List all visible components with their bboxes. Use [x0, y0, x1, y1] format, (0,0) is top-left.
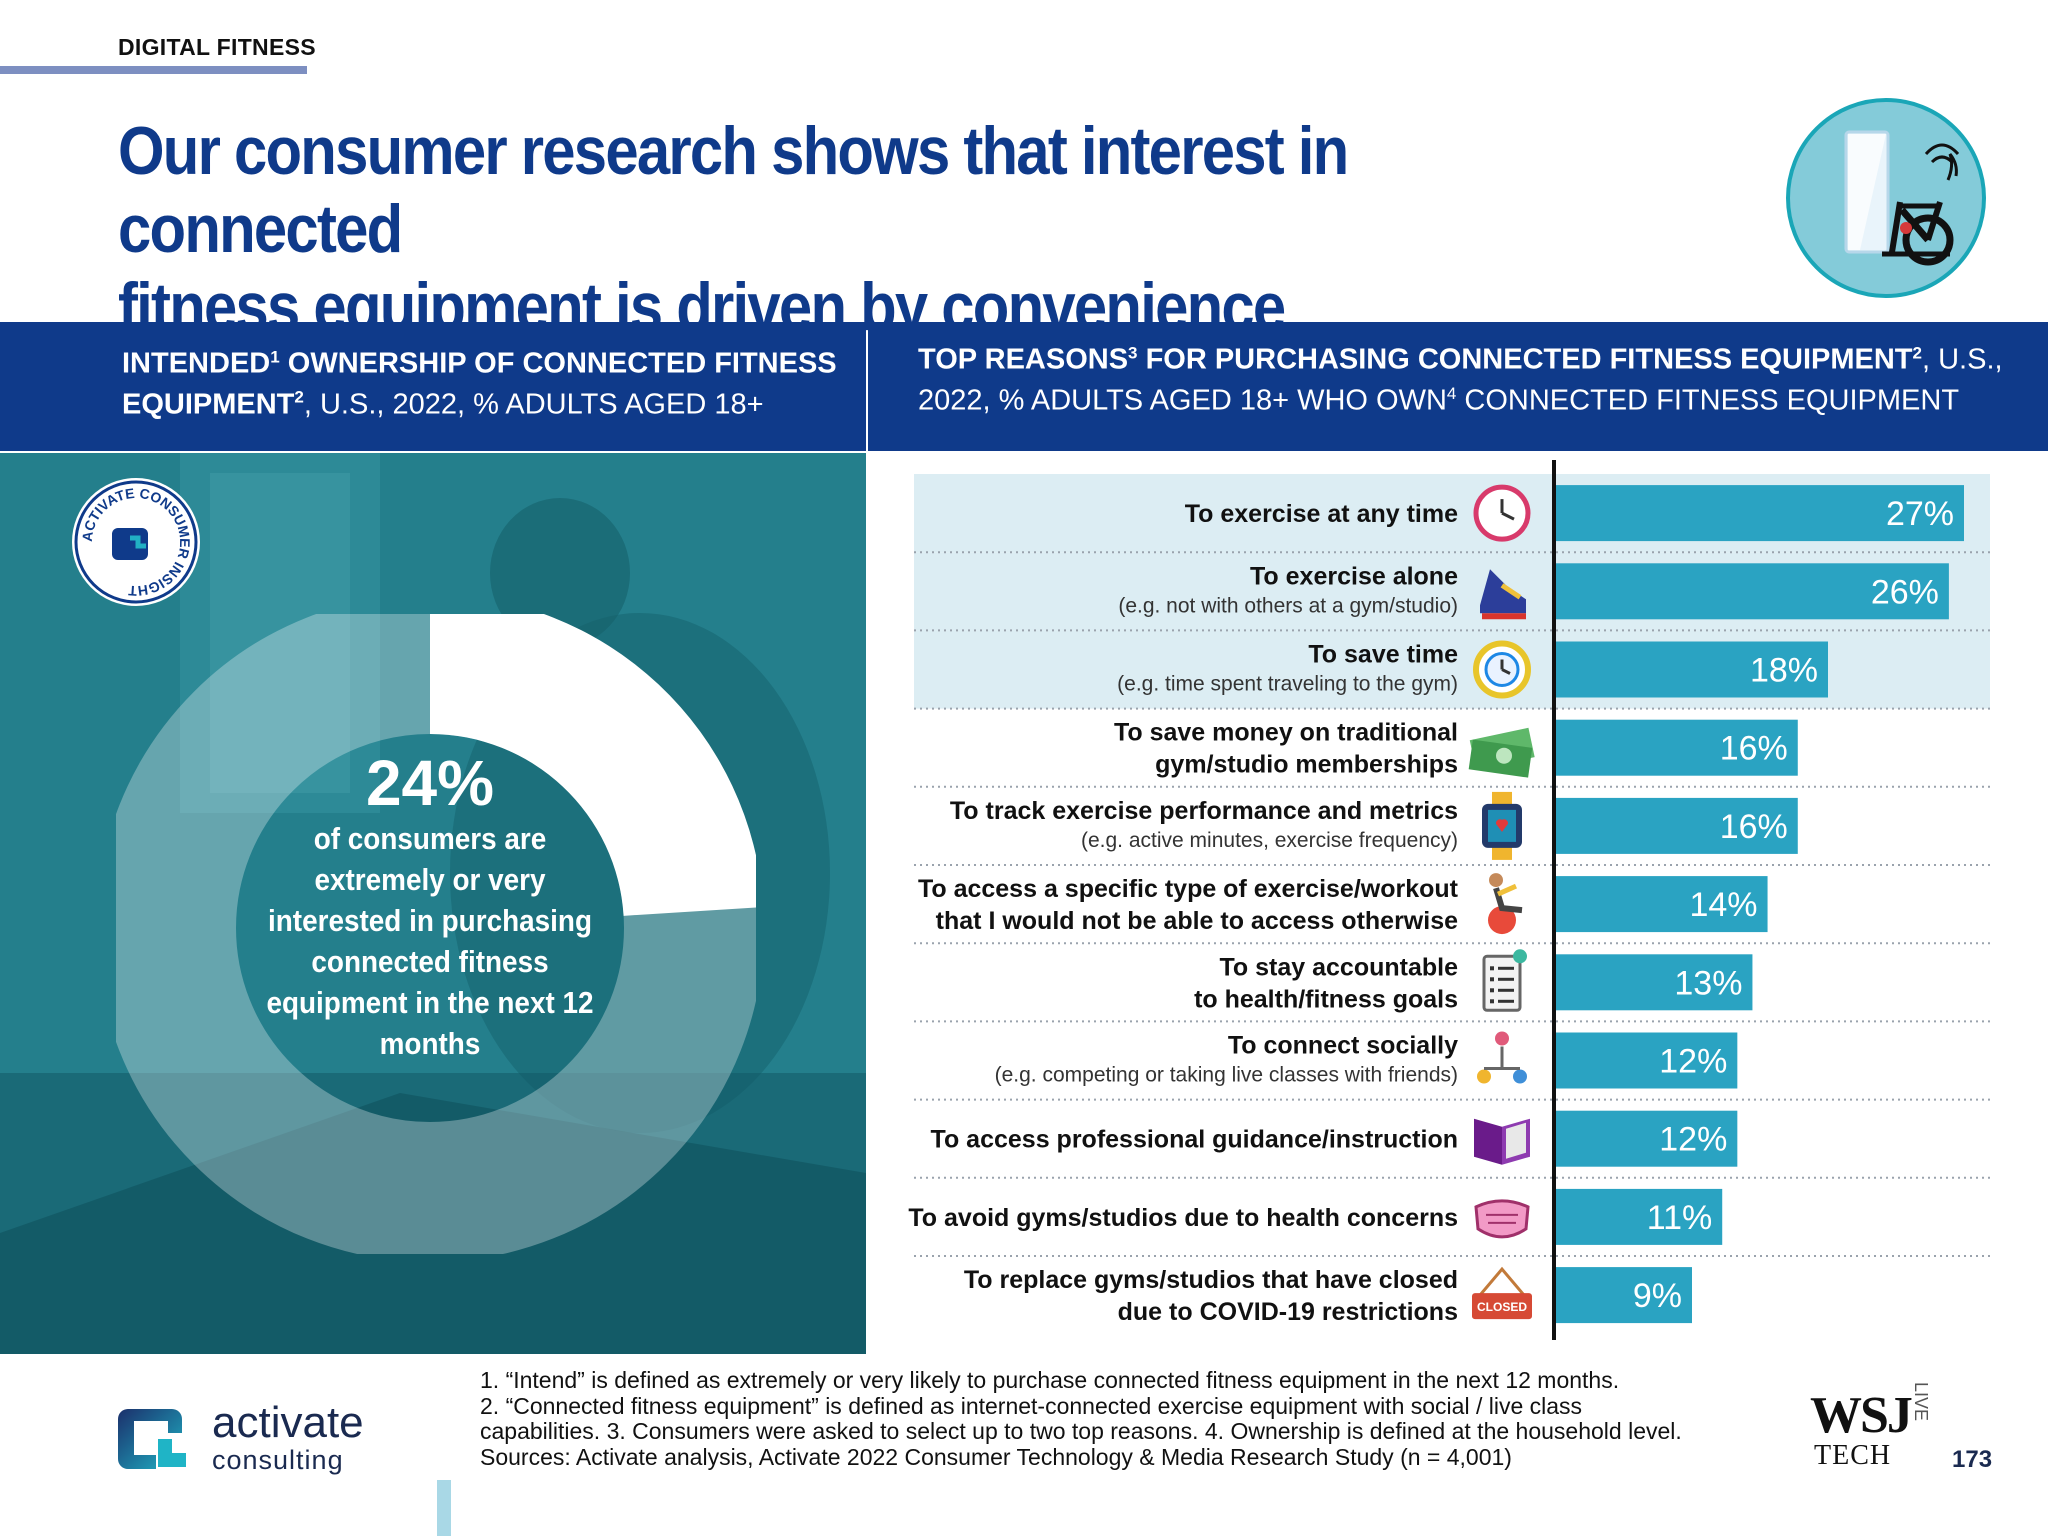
donut-value-label: 24%: [365, 747, 495, 819]
category-label: To save money on traditional: [1114, 719, 1458, 747]
footnote-2: 2. “Connected fitness equipment” is defi…: [480, 1392, 1583, 1419]
category-label: To avoid gyms/studios due to health conc…: [908, 1204, 1458, 1232]
bar-4: [1556, 719, 1798, 776]
category-label: To access a specific type of exercise/wo…: [918, 875, 1459, 903]
bar-value-label: 11%: [1647, 1199, 1713, 1237]
left-title-part-2: OWNERSHIP OF CONNECTED FITNESS EQUIPMENT: [122, 347, 837, 421]
category-label: To replace gyms/studios that have closed: [964, 1266, 1458, 1294]
bar-value-label: 18%: [1750, 652, 1818, 690]
activate-logo-icon: [118, 1409, 186, 1469]
bar-3: [1556, 641, 1828, 698]
category-label: To access professional guidance/instruct…: [931, 1126, 1458, 1154]
bar-value-label: 12%: [1659, 1043, 1727, 1081]
bar-value-label: 27%: [1886, 495, 1954, 533]
footnote-3: capabilities. 3. Consumers were asked to…: [480, 1418, 1682, 1444]
bar-9: [1556, 1110, 1738, 1167]
wsj-tech-label: TECH: [1814, 1440, 1892, 1471]
donut-chart: [116, 614, 756, 1254]
category-sublabel: (e.g. active minutes, exercise frequency…: [1081, 829, 1458, 852]
category-label: due to COVID-19 restrictions: [1118, 1298, 1458, 1326]
section-underline: [0, 66, 307, 74]
bar-6: [1556, 876, 1768, 933]
page-number: 173: [1952, 1446, 1993, 1473]
donut-callout: 24% of consumers are extremely or very i…: [240, 748, 620, 1064]
checklist-icon: [1482, 949, 1527, 1012]
book-icon: [1474, 1118, 1530, 1165]
activate-consumer-insight-badge: ACTIVATE CONSUMER INSIGHT: [72, 478, 200, 606]
bar-2: [1556, 563, 1949, 620]
right-title-sup-3: 3: [1128, 343, 1138, 362]
donut-slice-24pct: [430, 614, 756, 916]
bar-value-label: 16%: [1720, 808, 1788, 846]
connected-bike-icon: [1786, 98, 1986, 298]
left-panel-title: INTENDED1 OWNERSHIP OF CONNECTED FITNESS…: [122, 340, 852, 421]
category-label: To save time: [1308, 641, 1458, 669]
left-title-part-3: , U.S., 2022, % ADULTS AGED 18+: [303, 388, 764, 421]
right-panel-title: TOP REASONS3 FOR PURCHASING CONNECTED FI…: [918, 336, 2028, 417]
bar-chart: 27% To exercise at any time 26% To exercise…: [908, 460, 1990, 1340]
left-title-part-1: INTENDED: [122, 347, 271, 380]
category-label: To connect socially: [1228, 1032, 1458, 1060]
wsj-live-text: LIVE: [1911, 1382, 1931, 1422]
right-title-part-2: FOR PURCHASING CONNECTED FITNESS EQUIPME…: [1137, 343, 1913, 376]
right-title-sup-2: 2: [1912, 343, 1922, 362]
shoe-icon: [1480, 569, 1526, 620]
bar-8: [1556, 1032, 1738, 1089]
right-title-part-4: CONNECTED FITNESS EQUIPMENT: [1456, 384, 1960, 417]
right-title-sup-4: 4: [1446, 383, 1457, 403]
closed-sign-icon: CLOSED: [1472, 1266, 1532, 1320]
bar-value-label: 13%: [1674, 964, 1742, 1002]
bar-value-label: 16%: [1720, 730, 1788, 768]
category-label: To stay accountable: [1220, 953, 1459, 981]
left-title-sup-2: 2: [294, 387, 304, 407]
social-network-icon: [1477, 1031, 1527, 1084]
category-label: To exercise alone: [1250, 562, 1458, 590]
category-label: gym/studio memberships: [1155, 751, 1458, 779]
category-sublabel: (e.g. not with others at a gym/studio): [1118, 594, 1458, 617]
money-icon: [1468, 727, 1535, 778]
left-panel-header: [0, 322, 866, 451]
bar-value-label: 9%: [1633, 1277, 1682, 1315]
footer-accent-bar: [437, 1480, 451, 1536]
category-label: to health/fitness goals: [1194, 985, 1458, 1013]
exercise-ball-icon: [1488, 873, 1523, 935]
category-label: that I would not be able to access other…: [936, 907, 1458, 935]
bar-7: [1556, 954, 1753, 1011]
clock-icon: [1473, 484, 1531, 542]
right-title-part-1: TOP REASONS: [918, 343, 1129, 376]
right-title-part-3: , U.S., 2022, % ADULTS AGED 18+ WHO OWN: [918, 343, 2003, 417]
smartwatch-icon: [1482, 791, 1522, 860]
category-label: To exercise at any time: [1185, 500, 1458, 528]
bar-value-label: 14%: [1689, 886, 1757, 924]
footnote-1: 1. “Intend” is defined as extremely or v…: [480, 1367, 1620, 1393]
bar-value-label: 12%: [1659, 1121, 1727, 1159]
closed-sign-text: CLOSED: [1477, 1300, 1527, 1314]
page-title: Our consumer research shows that interes…: [118, 112, 1544, 346]
bar-1: [1556, 485, 1964, 542]
wsj-live-label: LIVE: [1911, 1382, 1932, 1422]
page-title-line-1: Our consumer research shows that interes…: [118, 113, 1349, 267]
face-mask-icon: [1474, 1199, 1530, 1239]
bar-5: [1556, 797, 1798, 854]
logo-name: activate: [212, 1398, 364, 1447]
section-tag: DIGITAL FITNESS: [118, 34, 316, 60]
category-sublabel: (e.g. competing or taking live classes w…: [995, 1064, 1458, 1087]
wsj-logo: WSJ: [1810, 1387, 1913, 1444]
left-title-sup-1: 1: [270, 347, 280, 366]
bar-value-label: 26%: [1871, 573, 1939, 611]
category-label: To track exercise performance and metric…: [950, 797, 1458, 825]
stopwatch-icon: [1473, 640, 1531, 699]
footnote-sources: Sources: Activate analysis, Activate 202…: [480, 1443, 1512, 1470]
footnotes: 1. “Intend” is defined as extremely or v…: [480, 1367, 1770, 1470]
bar-10: [1556, 1188, 1723, 1245]
category-sublabel: (e.g. time spent traveling to the gym): [1117, 673, 1458, 696]
right-panel-header: [868, 322, 2048, 451]
donut-caption: of consumers are extremely or very inter…: [266, 821, 594, 1061]
bar-11: [1556, 1267, 1692, 1324]
logo-subtitle: consulting: [212, 1445, 344, 1475]
